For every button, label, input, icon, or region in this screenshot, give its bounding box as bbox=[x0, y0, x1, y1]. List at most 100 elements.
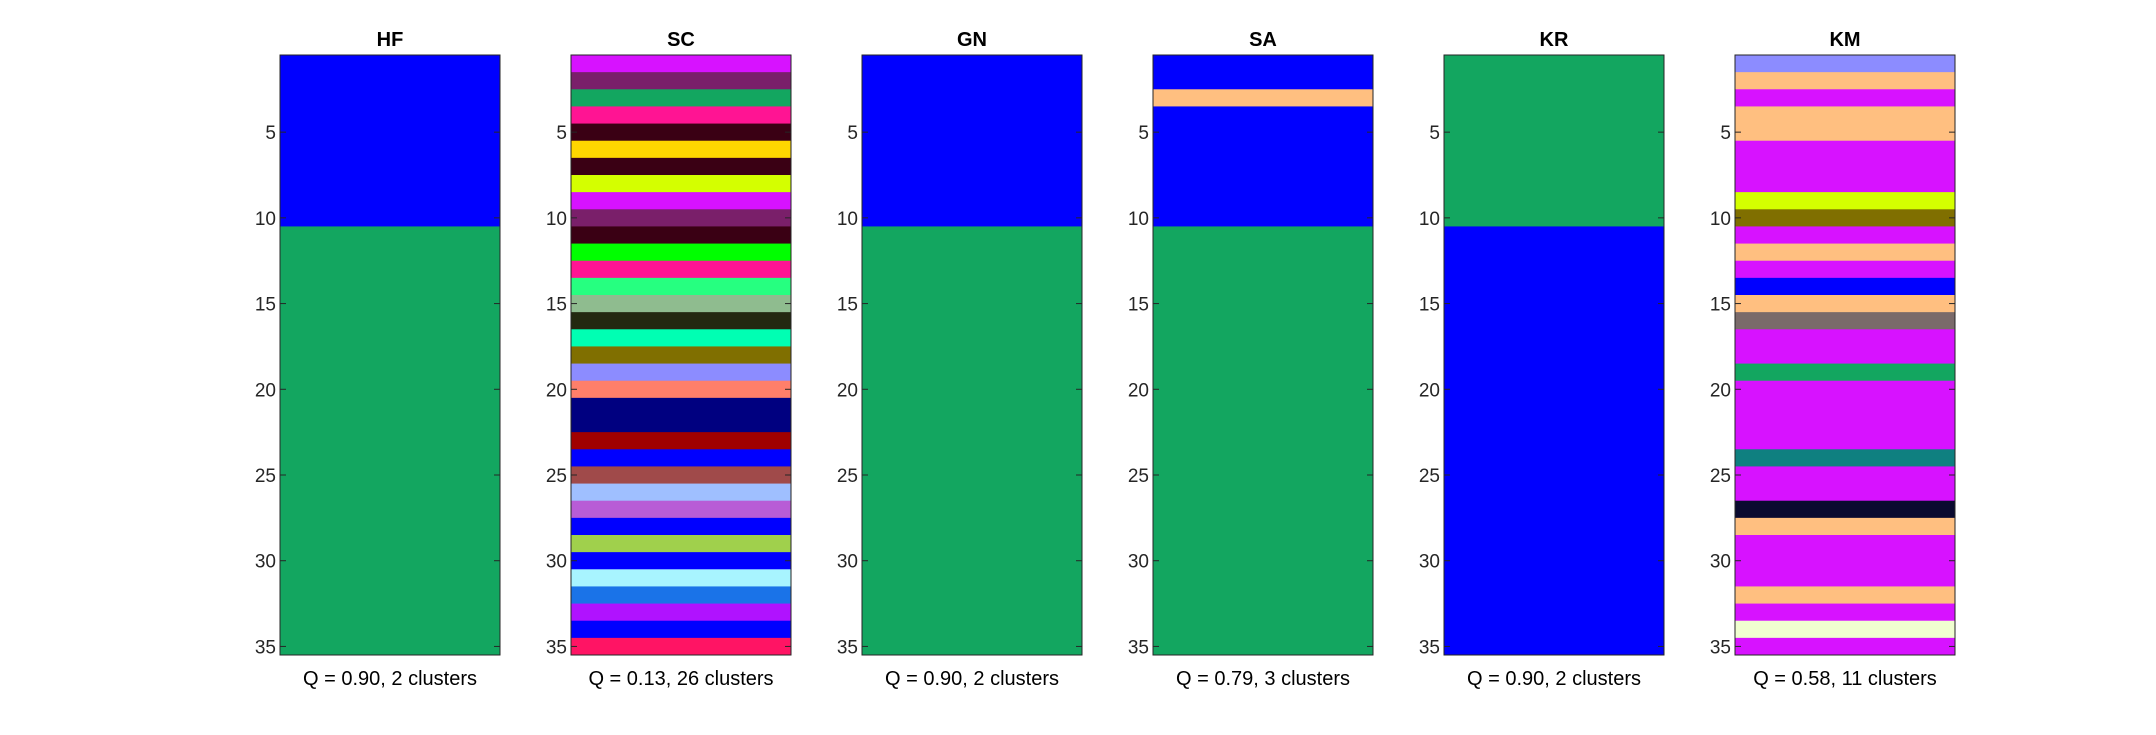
cluster-segment bbox=[1735, 620, 1955, 639]
cluster-segment bbox=[1153, 89, 1373, 107]
cluster-segment bbox=[571, 243, 791, 262]
y-tick-label: 20 bbox=[1710, 380, 1731, 401]
cluster-segment bbox=[571, 449, 791, 467]
cluster-segment bbox=[571, 55, 791, 73]
y-tick-label: 25 bbox=[1128, 466, 1149, 487]
cluster-segment bbox=[571, 466, 791, 484]
cluster-segment bbox=[571, 637, 791, 656]
panel-title: KR bbox=[1540, 29, 1569, 51]
y-tick-label: 25 bbox=[546, 466, 567, 487]
y-tick-label: 5 bbox=[1429, 123, 1440, 144]
cluster-segment bbox=[1735, 72, 1955, 90]
y-tick-label: 35 bbox=[1710, 637, 1731, 658]
cluster-segment bbox=[571, 535, 791, 553]
y-tick-label: 5 bbox=[1138, 123, 1149, 144]
cluster-segment bbox=[571, 483, 791, 502]
axes-frame bbox=[570, 54, 792, 656]
y-tick-label: 10 bbox=[1419, 209, 1440, 230]
y-tick-label: 10 bbox=[1710, 209, 1731, 230]
cluster-segment bbox=[1735, 243, 1955, 262]
panel-title: KM bbox=[1829, 29, 1860, 51]
cluster-segment bbox=[1735, 140, 1955, 193]
cluster-segment bbox=[571, 157, 791, 176]
cluster-segment bbox=[1153, 55, 1373, 90]
cluster-segment bbox=[571, 72, 791, 90]
panel-caption: Q = 0.13, 26 clusters bbox=[588, 668, 773, 690]
cluster-segment bbox=[571, 500, 791, 519]
cluster-segment bbox=[571, 329, 791, 347]
panel-caption: Q = 0.58, 11 clusters bbox=[1753, 668, 1937, 690]
cluster-segment bbox=[1735, 517, 1955, 536]
y-tick-label: 25 bbox=[255, 466, 276, 487]
cluster-segment bbox=[1735, 89, 1955, 107]
y-tick-label: 10 bbox=[1128, 209, 1149, 230]
y-tick-label: 35 bbox=[837, 637, 858, 658]
y-tick-label: 15 bbox=[255, 295, 276, 316]
cluster-segment bbox=[571, 586, 791, 604]
cluster-segment bbox=[571, 346, 791, 364]
cluster-segment bbox=[1735, 329, 1955, 364]
y-tick-label: 10 bbox=[546, 209, 567, 230]
panel-title: GN bbox=[957, 29, 987, 51]
y-tick-label: 30 bbox=[837, 552, 858, 573]
axes-frame bbox=[1443, 54, 1665, 656]
cluster-segment bbox=[571, 620, 791, 639]
cluster-segment bbox=[1735, 295, 1955, 313]
panel-gn: GN 5 10 15 20 25 30 35 Q = 0.90, 2 clusters bbox=[837, 29, 1083, 690]
y-tick-label: 5 bbox=[265, 123, 276, 144]
cluster-segment bbox=[571, 432, 791, 450]
cluster-segment bbox=[571, 123, 791, 142]
cluster-segment bbox=[1444, 55, 1664, 227]
y-tick-label: 15 bbox=[546, 295, 567, 316]
y-tick-label: 5 bbox=[1720, 123, 1731, 144]
cluster-segment bbox=[1735, 209, 1955, 227]
cluster-segment bbox=[280, 55, 500, 227]
cluster-segment bbox=[1735, 586, 1955, 604]
cluster-segment bbox=[1735, 535, 1955, 587]
cluster-segment bbox=[571, 569, 791, 587]
cluster-segment bbox=[571, 277, 791, 296]
panel-title: SC bbox=[667, 29, 695, 51]
cluster-segment bbox=[571, 603, 791, 622]
y-tick-label: 5 bbox=[847, 123, 858, 144]
cluster-segment bbox=[1735, 312, 1955, 330]
y-tick-label: 25 bbox=[1710, 466, 1731, 487]
cluster-segment bbox=[1735, 363, 1955, 382]
panel-kr: KR 5 10 15 20 25 30 35 Q = 0.90, 2 clusters bbox=[1419, 29, 1665, 690]
cluster-segment bbox=[571, 140, 791, 159]
axes-frame bbox=[1734, 54, 1956, 656]
cluster-segment bbox=[1153, 106, 1373, 227]
y-tick-label: 35 bbox=[255, 637, 276, 658]
panel-title: SA bbox=[1249, 29, 1277, 51]
y-tick-label: 20 bbox=[837, 380, 858, 401]
panel-hf: HF 5 10 15 20 25 30 35 Q = 0.90, 2 clusters bbox=[255, 29, 501, 690]
axes-frame bbox=[861, 54, 1083, 656]
cluster-segment bbox=[571, 260, 791, 279]
cluster-segment bbox=[1735, 603, 1955, 622]
cluster-segment bbox=[571, 312, 791, 330]
cluster-segment bbox=[1735, 380, 1955, 450]
y-tick-label: 30 bbox=[1710, 552, 1731, 573]
cluster-segment bbox=[571, 106, 791, 124]
cluster-segment bbox=[1735, 55, 1955, 73]
panel-caption: Q = 0.90, 2 clusters bbox=[303, 668, 477, 690]
y-tick-label: 35 bbox=[546, 637, 567, 658]
cluster-segment bbox=[571, 209, 791, 227]
y-tick-label: 20 bbox=[1419, 380, 1440, 401]
panel-title: HF bbox=[377, 29, 404, 51]
cluster-segment bbox=[1735, 500, 1955, 519]
cluster-segment bbox=[1735, 449, 1955, 467]
y-tick-label: 30 bbox=[1128, 552, 1149, 573]
y-tick-label: 35 bbox=[1419, 637, 1440, 658]
cluster-segment bbox=[280, 226, 500, 656]
cluster-segment bbox=[1735, 637, 1955, 656]
y-tick-label: 10 bbox=[255, 209, 276, 230]
y-tick-label: 5 bbox=[556, 123, 567, 144]
y-tick-label: 15 bbox=[1128, 295, 1149, 316]
cluster-segment bbox=[1444, 226, 1664, 656]
cluster-segment bbox=[1735, 106, 1955, 142]
y-tick-label: 25 bbox=[837, 466, 858, 487]
cluster-segment bbox=[862, 226, 1082, 656]
y-tick-label: 30 bbox=[546, 552, 567, 573]
